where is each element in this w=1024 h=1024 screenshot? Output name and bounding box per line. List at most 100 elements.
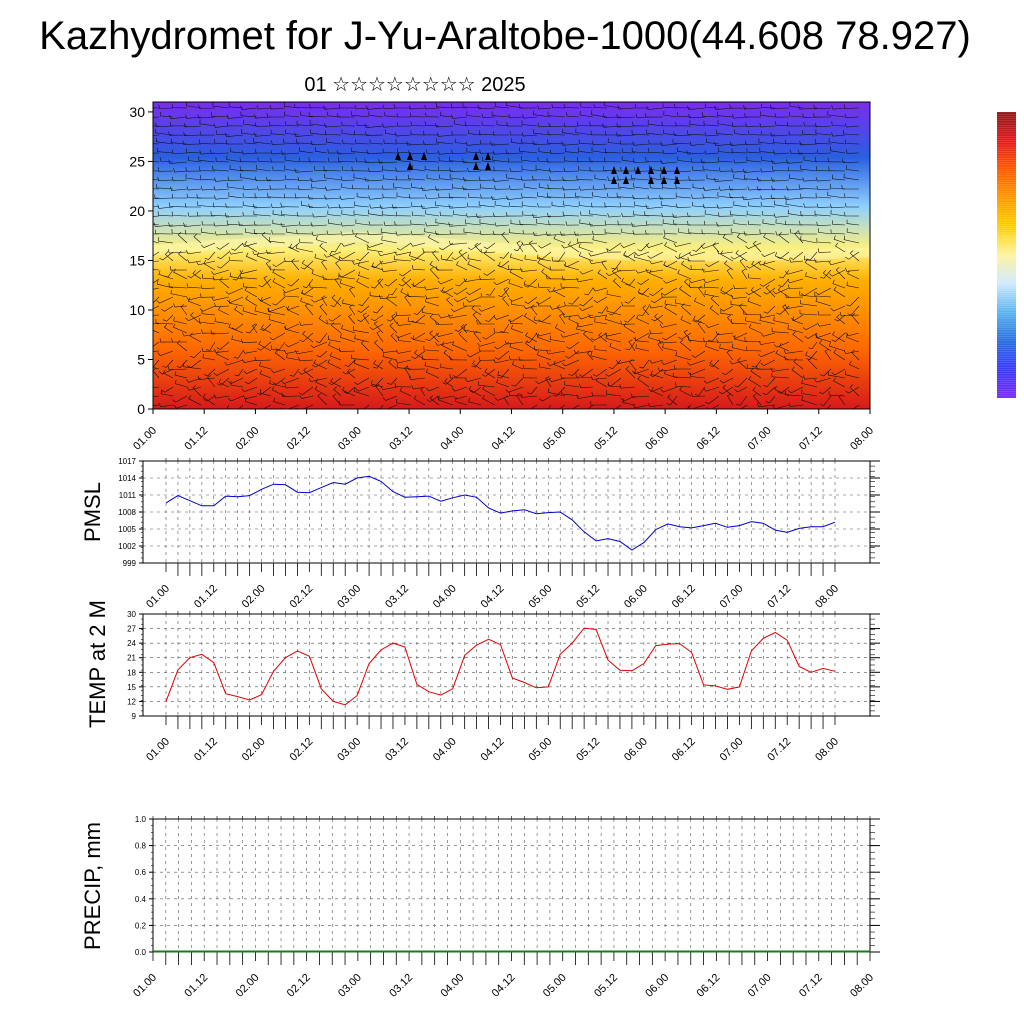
wind-barb xyxy=(608,381,622,388)
wind-barb xyxy=(312,359,328,368)
wind-barb xyxy=(309,283,328,289)
wind-barb xyxy=(466,287,482,295)
wind-barb xyxy=(393,255,412,262)
wind-barb xyxy=(760,168,776,173)
wind-barb xyxy=(729,210,748,217)
wind-barb xyxy=(160,157,174,163)
pmsl-x-tick-label: 07.00 xyxy=(718,583,746,611)
wind-barb xyxy=(578,251,594,262)
wind-barb xyxy=(391,313,398,325)
wind-barb xyxy=(762,219,776,226)
pmsl-x-tick-label: 02.00 xyxy=(240,583,268,611)
wind-barb xyxy=(843,129,860,136)
wind-barb xyxy=(463,277,482,283)
wind-barb xyxy=(449,373,468,379)
wind-barb xyxy=(547,139,566,145)
wind-barb xyxy=(778,278,790,287)
wind-barb xyxy=(799,140,818,146)
wind-barb xyxy=(261,231,272,244)
wind-barb xyxy=(758,340,776,345)
temp-y-tick-label: 15 xyxy=(127,683,136,692)
wind-barb xyxy=(799,309,818,316)
wind-barb xyxy=(632,141,650,146)
wind-barb xyxy=(173,303,188,308)
wind-barb xyxy=(731,168,748,173)
wind-barb xyxy=(234,350,244,359)
wind-barb xyxy=(384,278,398,287)
wind-barb xyxy=(751,260,762,271)
wind-barb xyxy=(663,129,678,136)
wind-barb xyxy=(763,287,776,295)
wind-barb xyxy=(748,273,762,280)
wind-barb xyxy=(561,359,580,367)
wind-barb xyxy=(816,237,832,244)
wind-barb xyxy=(198,156,216,163)
wind-barb xyxy=(259,389,272,397)
wind-barb xyxy=(507,314,524,323)
wind-barb xyxy=(354,377,370,385)
wind-barb xyxy=(228,250,244,255)
wind-barb xyxy=(667,394,678,406)
heatmap-x-tick-label: 01.00 xyxy=(131,425,159,453)
wind-barb xyxy=(688,251,706,257)
wind-barb xyxy=(410,251,426,261)
wind-barb xyxy=(252,250,272,255)
wind-barb xyxy=(323,251,342,258)
wind-barb xyxy=(648,386,664,393)
wind-barb xyxy=(436,132,454,137)
wind-barb xyxy=(509,167,524,173)
wind-barb xyxy=(241,128,258,136)
wind-barb xyxy=(676,147,692,154)
wind-barb xyxy=(226,114,244,119)
wind-barb xyxy=(800,235,818,244)
wind-barb xyxy=(645,229,664,235)
wind-barb xyxy=(789,111,804,118)
wind-barb xyxy=(649,368,664,378)
wind-barb xyxy=(328,219,342,226)
wind-barb xyxy=(213,202,230,208)
wind-barb xyxy=(592,287,608,292)
wind-barb xyxy=(454,296,468,303)
wind-barb xyxy=(271,386,286,397)
wind-barb xyxy=(736,233,748,244)
wind-barb xyxy=(411,211,426,217)
wind-barb xyxy=(153,296,160,304)
wind-barb xyxy=(579,110,594,118)
wind-barb xyxy=(371,260,384,269)
wind-barb xyxy=(563,122,580,128)
wind-barb xyxy=(833,349,846,361)
wind-barb xyxy=(846,281,860,289)
wind-barb xyxy=(505,149,524,154)
wind-barb xyxy=(395,211,412,217)
wind-barb xyxy=(576,278,594,283)
wind-barb xyxy=(524,254,538,262)
wind-barb xyxy=(603,183,622,190)
wind-barb xyxy=(379,260,398,265)
wind-barb xyxy=(528,240,538,253)
wind-barb xyxy=(173,268,188,280)
wind-barb xyxy=(229,299,244,307)
wind-barb xyxy=(702,193,720,199)
wind-barb xyxy=(167,249,188,254)
wind-barb xyxy=(224,213,244,218)
wind-barb xyxy=(300,111,314,118)
wind-barb xyxy=(324,173,342,181)
wind-barb xyxy=(586,350,594,361)
pmsl-y-tick-label: 1002 xyxy=(118,542,136,551)
wind-barb xyxy=(449,173,468,181)
wind-barb xyxy=(214,195,230,200)
wind-barb xyxy=(675,351,692,361)
wind-barb xyxy=(171,211,188,217)
wind-barb xyxy=(589,260,608,265)
wind-barb xyxy=(286,305,300,316)
wind-barb xyxy=(185,167,202,172)
wind-barb xyxy=(367,230,384,235)
heatmap-x-tick-label: 01.12 xyxy=(182,425,210,453)
heatmap-y-tick-label: 5 xyxy=(137,351,145,367)
wind-barb xyxy=(820,269,832,279)
wind-barb xyxy=(742,168,762,173)
wind-barb xyxy=(494,102,510,109)
wind-barb xyxy=(538,183,552,190)
wind-barb xyxy=(214,317,230,325)
wind-barb xyxy=(546,350,566,355)
